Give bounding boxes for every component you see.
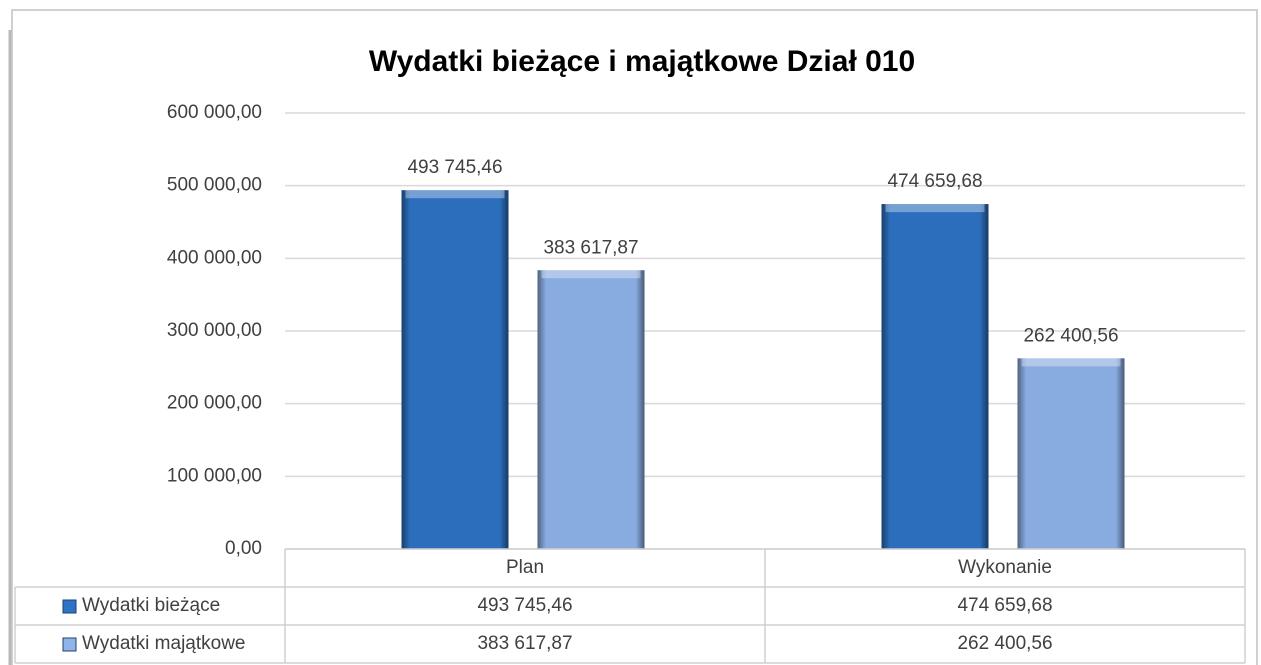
y-tick-label: 100 000,00 [167,465,262,486]
y-tick-label: 400 000,00 [167,247,262,268]
bar-highlight [1021,358,1121,367]
bar-highlight [405,190,505,199]
bar [881,204,989,549]
bar-highlight [541,270,641,279]
bar-highlight [885,204,985,213]
data-label: 493 745,46 [407,157,502,178]
legend-swatch [62,599,77,614]
data-label: 383 617,87 [543,237,638,258]
bar [537,270,645,549]
legend-swatch [62,637,77,652]
bar [1017,358,1125,549]
x-tick-label: Plan [506,557,544,578]
data-label: 474 659,68 [887,171,982,192]
y-tick-label: 300 000,00 [167,320,262,341]
x-tick-label: Wykonanie [958,557,1052,578]
data-label: 262 400,56 [1023,325,1118,346]
table-value: 262 400,56 [957,633,1052,654]
legend-label: Wydatki bieżące [82,595,220,616]
legend-label: Wydatki majątkowe [82,633,246,654]
y-tick-label: 0,00 [225,538,262,559]
table-value: 493 745,46 [477,595,572,616]
y-tick-label: 500 000,00 [167,175,262,196]
table-value: 474 659,68 [957,595,1052,616]
chart-frame [11,9,1258,665]
table-value: 383 617,87 [477,633,572,654]
chart-title: Wydatki bieżące i majątkowe Dział 010 [369,45,915,78]
y-tick-label: 200 000,00 [167,393,262,414]
y-tick-label: 600 000,00 [167,102,262,123]
bar [401,190,509,549]
